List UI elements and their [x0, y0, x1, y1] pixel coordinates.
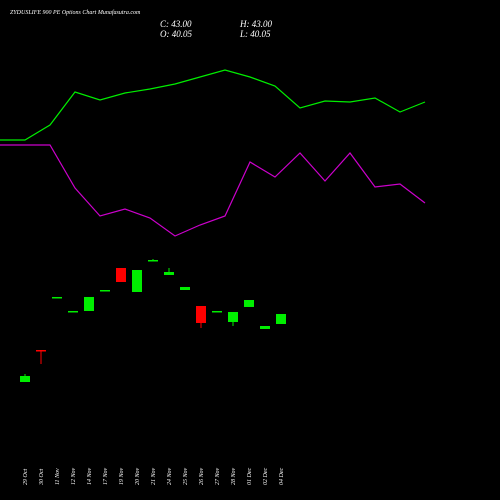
x-tick-label: 01 Dec — [247, 468, 253, 485]
chart-title: ZYDUSLIFE 900 PE Options Chart Munafasut… — [10, 9, 141, 16]
x-tick-label: 26 Nov — [199, 467, 205, 485]
candle-body — [260, 326, 270, 329]
candle-body — [212, 310, 222, 313]
x-tick-label: 27 Nov — [215, 467, 221, 485]
x-tick-label: 28 Nov — [231, 467, 237, 485]
candle-body — [116, 268, 126, 282]
candle-body — [180, 286, 190, 290]
candle-body — [164, 272, 174, 275]
x-tick-label: 12 Nov — [71, 467, 77, 485]
open-label: O: 40.05 — [160, 29, 192, 39]
x-tick-label: 30 Oct — [39, 469, 45, 486]
candle-body — [276, 314, 286, 324]
x-tick-label: 29 Oct — [23, 469, 29, 485]
indicator-line — [0, 144, 426, 237]
high-label: H: 43.00 — [239, 19, 272, 29]
candle-body — [244, 300, 254, 307]
close-label: C: 43.00 — [160, 19, 192, 29]
x-tick-label: 21 Nov — [151, 467, 157, 485]
x-tick-label: 24 Nov — [166, 467, 173, 485]
x-tick-label: 04 Dec — [278, 468, 285, 485]
candle-body — [100, 290, 110, 292]
x-tick-label: 17 Nov — [103, 467, 109, 485]
x-tick-label: 20 Nov — [135, 467, 141, 485]
candle-body — [68, 310, 78, 313]
candle-body — [52, 296, 62, 299]
indicator-line — [0, 69, 426, 141]
candle-body — [36, 350, 46, 352]
candle-body — [132, 270, 142, 292]
candle-body — [84, 296, 94, 311]
x-tick-label: 19 Nov — [119, 467, 125, 485]
low-label: L: 40.05 — [239, 29, 271, 39]
x-tick-label: 14 Nov — [86, 467, 93, 485]
candle-body — [148, 260, 158, 262]
candle-body — [20, 376, 30, 382]
x-tick-label: 02 Dec — [263, 468, 269, 485]
x-tick-label: 25 Nov — [183, 467, 189, 485]
candle-body — [196, 306, 206, 323]
candle-body — [228, 312, 238, 322]
x-tick-label: 11 Nov — [55, 468, 61, 485]
